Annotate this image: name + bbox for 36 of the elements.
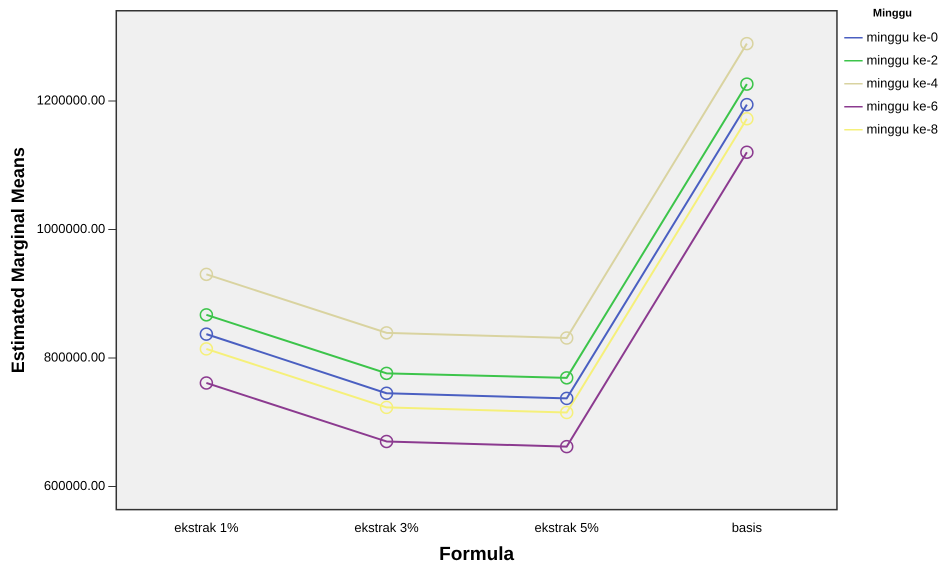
point [560,371,574,385]
point [740,77,754,91]
x-tick-label: ekstrak 1% [174,520,239,535]
point [200,268,214,282]
x-tick-label: basis [732,520,763,535]
x-axis-title: Formula [439,544,515,565]
legend-label: minggu ke-2 [866,52,938,68]
point [380,434,394,448]
point [200,308,214,322]
x-tick-label: ekstrak 5% [534,520,600,535]
point [560,440,574,454]
legend-title: Minggu [872,8,912,20]
point [200,327,214,341]
point [200,376,214,390]
point [740,145,754,159]
point [380,386,394,400]
point [200,342,214,356]
y-tick-label: 800000.00 [44,349,106,364]
point [380,326,394,340]
y-tick-label: 600000.00 [44,478,106,494]
y-axis-title: Estimated Marginal Means [8,147,28,374]
point [560,331,574,345]
point [740,98,754,112]
point [740,112,754,126]
legend-label: minggu ke-8 [866,121,938,136]
legend-label: minggu ke-0 [866,29,938,44]
y-tick-label: 1200000.00 [36,92,106,108]
point [740,36,754,50]
legend-label: minggu ke-6 [866,98,938,114]
point [380,400,394,414]
point [560,406,574,420]
point [380,366,394,380]
point [560,392,574,406]
y-tick-label: 1000000.00 [36,220,106,236]
legend-label: minggu ke-4 [866,75,938,90]
x-tick-label: ekstrak 3% [354,520,420,535]
